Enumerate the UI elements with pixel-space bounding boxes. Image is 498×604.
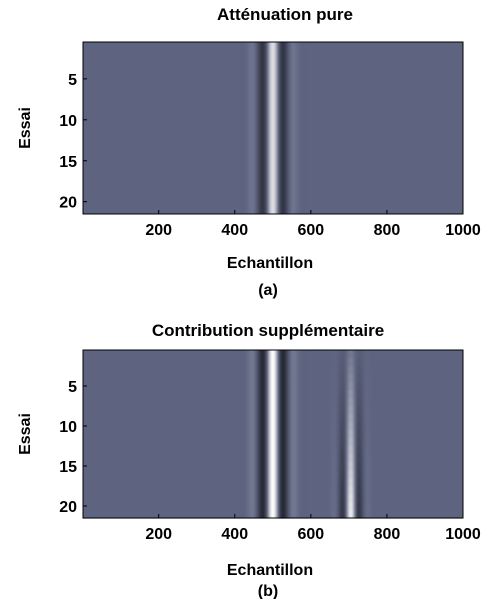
panel-b: Contribution supplémentaire 200 400 600 800… [17, 321, 481, 600]
heatmap-row [83, 438, 463, 447]
plot-frame [82, 349, 464, 519]
heatmap-row [83, 430, 463, 439]
heatmap-row [83, 494, 463, 503]
heatmap-row [83, 510, 463, 519]
heatmap-row [83, 406, 463, 415]
heatmap-row [83, 462, 463, 471]
y-tick-label: 20 [59, 499, 77, 516]
x-tick-label: 1000 [445, 222, 481, 239]
x-tick-label: 400 [221, 222, 248, 239]
heatmap-row [83, 374, 463, 383]
heatmap-rows [83, 350, 463, 519]
x-tick-label: 800 [374, 526, 401, 543]
x-axis-label: Echantillon [227, 562, 313, 579]
heatmap-row [83, 350, 463, 359]
heatmap-row [83, 366, 463, 375]
x-tick-label: 1000 [445, 526, 481, 543]
heatmap-row [83, 486, 463, 495]
x-tick-label: 200 [145, 222, 172, 239]
heatmap-row [83, 422, 463, 431]
heatmap-row [83, 414, 463, 423]
x-axis-label: Echantillon [227, 255, 313, 272]
heatmap-row [83, 502, 463, 511]
chart-title: Contribution supplémentaire [152, 321, 384, 340]
x-tick-label: 800 [374, 222, 401, 239]
heatmap-row [83, 478, 463, 487]
panel-a: Atténuation pure 200 400 600 800 10005101520… [17, 5, 481, 299]
heatmap-row [83, 398, 463, 407]
x-tick-label: 600 [297, 526, 324, 543]
y-tick-label: 15 [59, 154, 77, 171]
heatmap-row [83, 382, 463, 391]
y-tick-label: 5 [68, 379, 77, 396]
panel-caption: (b) [258, 583, 278, 599]
y-tick-label: 20 [59, 195, 77, 212]
x-tick-label: 400 [221, 526, 248, 543]
x-tick-label: 200 [145, 526, 172, 543]
heatmap-row [83, 446, 463, 455]
tick-group: 200 400 600 800 1000 5 10 15 20 [59, 379, 481, 543]
heatmap-row [83, 358, 463, 367]
y-axis-label: Essai [17, 413, 34, 455]
y-tick-label: 10 [59, 419, 77, 436]
y-tick-label: 10 [59, 113, 77, 130]
plot-frame [82, 41, 464, 215]
chart-title: Atténuation pure [217, 5, 353, 24]
x-tick-label: 600 [297, 222, 324, 239]
y-tick-label: 15 [59, 459, 77, 476]
heatmap-area [83, 42, 463, 214]
panel-caption: (a) [258, 282, 278, 299]
tick-group: 200 400 600 800 1000 5 10 15 20 [59, 72, 481, 239]
y-tick-label: 5 [68, 72, 77, 89]
heatmap-row [83, 390, 463, 399]
heatmap-row [83, 454, 463, 463]
y-axis-label: Essai [17, 107, 34, 149]
heatmap-row [83, 470, 463, 479]
